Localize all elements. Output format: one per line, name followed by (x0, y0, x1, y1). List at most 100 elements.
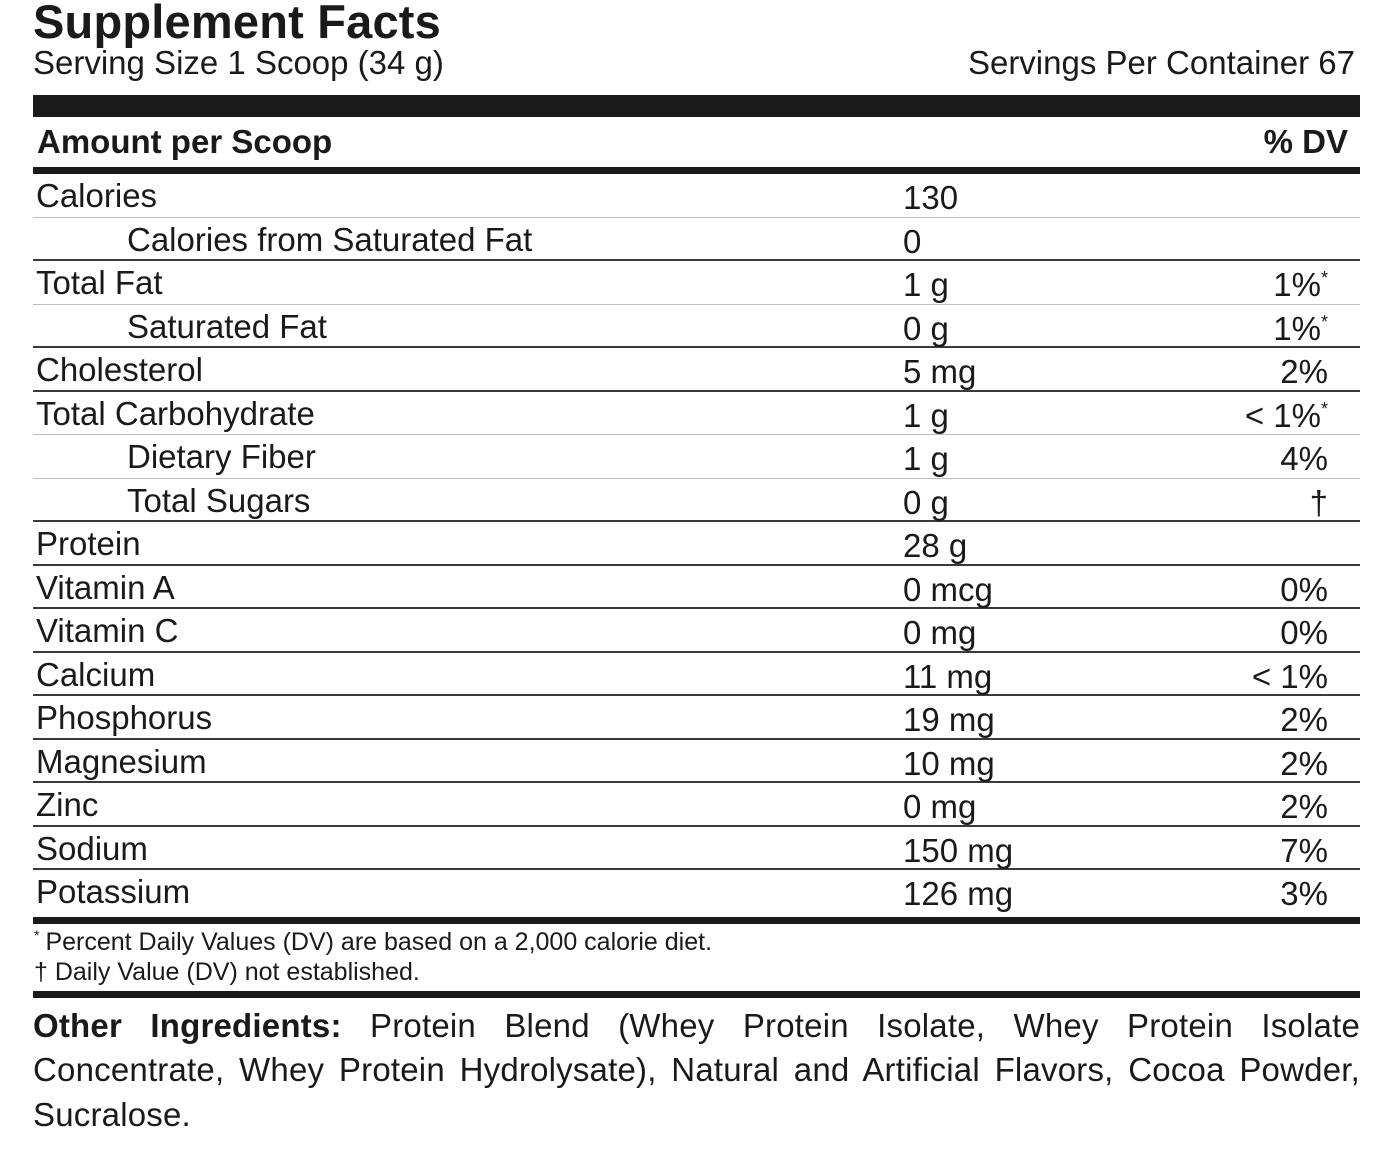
dv-value: 3% (1280, 875, 1328, 912)
nutrient-amount: 1 g (903, 396, 949, 434)
nutrient-row: Dietary Fiber 1 g 4% (33, 435, 1360, 479)
nutrient-amount: 0 mg (903, 788, 977, 825)
nutrient-name: Dietary Fiber (127, 438, 316, 475)
nutrient-dv: † (1183, 481, 1328, 524)
nutrient-amount: 0 mcg (903, 570, 993, 608)
percent-dv-note: * Percent Daily Values (DV) are based on … (34, 927, 1360, 957)
dv-value: < 1% (1244, 396, 1321, 434)
dv-value: 7% (1280, 831, 1328, 869)
nutrient-row: Potassium 126 mg 3% (33, 870, 1360, 914)
dv-header-label: % DV (1263, 123, 1348, 160)
nutrient-row: Magnesium 10 mg 2% (33, 740, 1360, 785)
nutrient-amount: 1 g (903, 266, 949, 303)
nutrient-dv: 0% (1183, 611, 1328, 654)
nutrient-dv: 3% (1183, 872, 1328, 915)
dv-asterisk-mark: * (1320, 268, 1328, 288)
nutrient-row: Phosphorus 19 mg 2% (33, 696, 1360, 740)
nutrient-row: Calories from Saturated Fat 0 (33, 218, 1360, 261)
nutrient-name: Cholesterol (36, 351, 203, 388)
nutrient-row: Cholesterol 5 mg 2% (33, 348, 1360, 392)
header-divider (33, 167, 1360, 174)
nutrient-dv: 2% (1183, 785, 1328, 828)
nutrient-amount: 5 mg (903, 353, 977, 390)
nutrient-dv: 1%* (1183, 263, 1328, 306)
nutrient-row: Saturated Fat 0 g 1%* (33, 305, 1360, 350)
nutrient-row: Protein 28 g (33, 522, 1360, 566)
footnotes: * Percent Daily Values (DV) are based on … (33, 924, 1360, 991)
nutrient-amount: 0 g (903, 309, 949, 347)
dv-value: 1% (1273, 266, 1321, 303)
nutrient-dv: < 1%* (1183, 394, 1328, 437)
nutrient-dv: 1%* (1183, 307, 1328, 350)
nutrient-row: Total Sugars 0 g † (33, 479, 1360, 524)
serving-size: Serving Size 1 Scoop (34 g) (33, 44, 444, 81)
ingredients-label: Other Ingredients: (33, 1006, 342, 1044)
nutrient-name: Potassium (36, 873, 191, 910)
ingredients-text: Protein Blend (Whey Protein Isolate, Whe… (33, 1006, 1360, 1133)
nutrient-name: Calories (36, 177, 158, 214)
nutrient-name: Magnesium (36, 742, 207, 780)
nutrient-amount: 126 mg (903, 875, 1014, 912)
nutrient-name: Saturated Fat (127, 307, 327, 345)
nutrient-amount: 28 g (903, 527, 968, 564)
dv-value: < 1% (1251, 657, 1328, 695)
amount-header: Amount per Scoop % DV (33, 117, 1360, 167)
rows-bottom-divider (33, 916, 1360, 924)
nutrient-row: Zinc 0 mg 2% (33, 783, 1360, 827)
nutrient-amount: 1 g (903, 440, 949, 477)
nutrient-dv: 4% (1183, 437, 1328, 480)
nutrient-amount: 19 mg (903, 701, 995, 738)
nutrient-amount: 10 mg (903, 744, 995, 782)
ingredients-divider (33, 990, 1360, 998)
nutrient-amount: 0 g (903, 483, 949, 521)
nutrient-name: Protein (36, 525, 141, 562)
nutrient-name: Phosphorus (36, 699, 213, 736)
nutrient-amount: 150 mg (903, 831, 1014, 869)
dv-value: 1% (1273, 309, 1321, 347)
nutrient-dv: 7% (1183, 829, 1328, 872)
nutrient-name: Total Fat (36, 264, 163, 301)
dv-value: 2% (1280, 788, 1328, 825)
panel-title: Supplement Facts (33, 0, 442, 48)
nutrient-row: Vitamin A 0 mcg 0% (33, 566, 1360, 611)
percent-dv-note-text: Percent Daily Values (DV) are based on a… (45, 927, 713, 956)
asterisk-mark: * (34, 926, 40, 943)
dv-value: † (1309, 483, 1328, 521)
nutrient-name: Zinc (36, 786, 99, 823)
nutrient-name: Total Carbohydrate (36, 394, 315, 432)
nutrient-row: Total Carbohydrate 1 g < 1%* (33, 392, 1360, 437)
nutrient-name: Sodium (36, 829, 148, 867)
dv-value: 2% (1280, 744, 1328, 782)
servings-per-container: Servings Per Container 67 (967, 44, 1355, 81)
nutrient-dv: 2% (1183, 742, 1328, 785)
nutrient-amount: 0 mg (903, 614, 977, 651)
nutrient-amount: 130 (903, 179, 959, 216)
nutrient-amount: 11 mg (903, 657, 993, 695)
nutrient-dv: 2% (1183, 350, 1328, 393)
dv-value: 2% (1280, 353, 1328, 390)
other-ingredients: Other Ingredients: Protein Blend (Whey P… (33, 998, 1360, 1138)
nutrient-row: Calcium 11 mg < 1% (33, 653, 1360, 696)
amount-per-scoop-label: Amount per Scoop (37, 123, 333, 160)
dv-asterisk-mark: * (1320, 311, 1328, 332)
nutrient-name: Calories from Saturated Fat (127, 220, 533, 258)
nutrient-dv: 2% (1183, 698, 1328, 741)
nutrient-name: Total Sugars (127, 481, 311, 519)
nutrient-row: Total Fat 1 g 1%* (33, 261, 1360, 305)
nutrient-rows: Calories 130 Calories from Saturated Fat 0 T… (33, 174, 1360, 914)
nutrient-dv: 0% (1183, 568, 1328, 611)
supplement-facts-panel: Supplement Facts Serving Size 1 Scoop (3… (33, 0, 1360, 1137)
nutrient-name: Vitamin C (36, 612, 179, 649)
serving-info: Serving Size 1 Scoop (34 g) Servings Per… (33, 43, 1360, 95)
nutrient-name: Calcium (36, 655, 156, 693)
dv-value: 0% (1280, 570, 1328, 608)
dv-asterisk-mark: * (1320, 398, 1328, 419)
nutrient-name: Vitamin A (36, 568, 175, 606)
nutrient-amount: 0 (903, 222, 922, 260)
nutrient-row: Calories 130 (33, 174, 1360, 218)
dagger-note: † Daily Value (DV) not established. (34, 957, 420, 986)
thick-divider (33, 95, 1360, 117)
nutrient-row: Sodium 150 mg 7% (33, 827, 1360, 872)
nutrient-row: Vitamin C 0 mg 0% (33, 609, 1360, 653)
dv-value: 4% (1280, 440, 1328, 477)
